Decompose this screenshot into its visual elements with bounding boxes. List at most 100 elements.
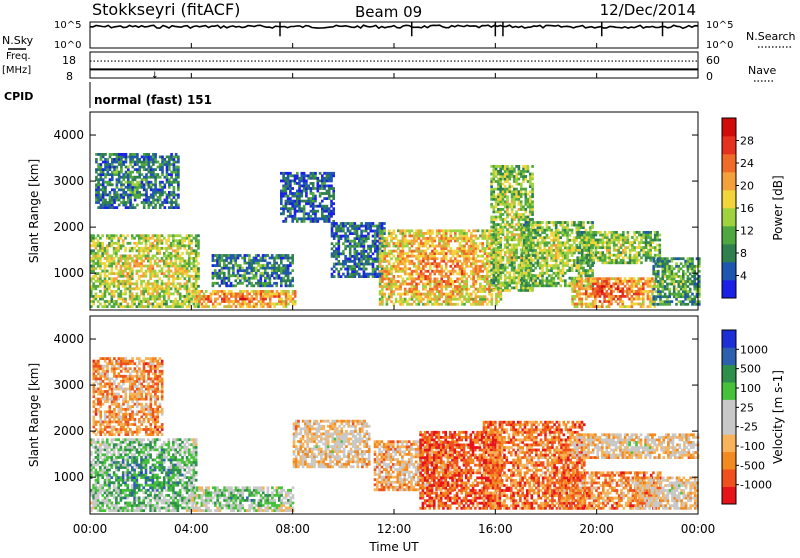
heatmap-cell xyxy=(257,284,260,287)
heatmap-cell xyxy=(149,265,152,268)
heatmap-cell xyxy=(145,239,148,242)
heatmap-cell xyxy=(197,252,200,255)
heatmap-cell xyxy=(287,172,290,175)
heatmap-cell xyxy=(427,275,430,278)
heatmap-cell xyxy=(447,280,450,283)
heatmap-cell xyxy=(181,265,184,268)
heatmap-cell xyxy=(459,278,462,281)
heatmap-cell xyxy=(383,229,386,232)
heatmap-cell xyxy=(264,290,267,293)
heatmap-cell xyxy=(415,240,418,243)
heatmap-cell xyxy=(422,288,425,291)
heatmap-cell xyxy=(136,234,139,237)
heatmap-cell xyxy=(397,275,400,278)
heatmap-cell xyxy=(113,188,116,191)
heatmap-cell xyxy=(154,255,157,258)
heatmap-cell xyxy=(461,280,464,283)
heatmap-cell xyxy=(402,257,405,260)
freq-label-line2: [MHz] xyxy=(2,65,31,76)
heatmap-cell xyxy=(335,230,338,233)
heatmap-cell xyxy=(381,257,384,260)
heatmap-cell xyxy=(246,269,249,272)
heatmap-cell xyxy=(314,174,317,177)
heatmap-cell xyxy=(497,185,500,188)
heatmap-cell xyxy=(360,245,363,248)
heatmap-cell xyxy=(161,285,164,288)
heatmap-cell xyxy=(97,272,100,275)
heatmap-cell xyxy=(470,293,473,296)
station-title: Stokkseyri (fitACF) xyxy=(92,0,240,19)
heatmap-cell xyxy=(340,275,343,278)
heatmap-cell xyxy=(393,229,396,232)
heatmap-cell xyxy=(170,242,173,245)
heatmap-cell xyxy=(497,193,500,196)
heatmap-cell xyxy=(145,234,148,237)
heatmap-cell xyxy=(232,295,235,298)
heatmap-cell xyxy=(509,185,512,188)
heatmap-cell xyxy=(528,277,531,280)
heatmap-cell xyxy=(541,282,544,285)
heatmap-cell xyxy=(186,272,189,275)
heatmap-cell xyxy=(386,275,389,278)
heatmap-cell xyxy=(100,194,103,197)
heatmap-cell xyxy=(562,229,565,232)
heatmap-cell xyxy=(109,194,112,197)
heatmap-cell xyxy=(190,275,193,278)
heatmap-cell xyxy=(550,244,553,247)
heatmap-cell xyxy=(468,288,471,291)
heatmap-cell xyxy=(260,259,263,262)
heatmap-cell xyxy=(190,247,193,250)
heatmap-cell xyxy=(468,293,471,296)
heatmap-cell xyxy=(145,300,148,303)
heatmap-cell xyxy=(399,240,402,243)
heatmap-cell xyxy=(445,285,448,288)
heatmap-cell xyxy=(383,257,386,260)
heatmap-cell xyxy=(363,225,366,228)
heatmap-cell xyxy=(134,161,137,164)
heatmap-cell xyxy=(285,293,288,296)
heatmap-cell xyxy=(431,232,434,235)
heatmap-cell xyxy=(525,264,528,267)
heatmap-cell xyxy=(335,222,338,225)
heatmap-cell xyxy=(282,272,285,275)
heatmap-cell xyxy=(134,183,137,186)
heatmap-cell xyxy=(198,295,201,298)
heatmap-cell xyxy=(221,267,224,270)
heatmap-cell xyxy=(97,255,100,258)
heatmap-cell xyxy=(145,156,148,159)
heatmap-cell xyxy=(557,249,560,252)
heatmap-cell xyxy=(360,268,363,271)
heatmap-cell xyxy=(170,262,173,265)
heatmap-cell xyxy=(129,265,132,268)
heatmap-cell xyxy=(397,240,400,243)
heatmap-cell xyxy=(143,186,146,189)
heatmap-cell xyxy=(310,217,313,220)
heatmap-cell xyxy=(450,278,453,281)
beam-title: Beam 09 xyxy=(355,3,422,21)
heatmap-cell xyxy=(143,194,146,197)
heatmap-cell xyxy=(530,277,533,280)
heatmap-cell xyxy=(321,187,324,190)
heatmap-cell xyxy=(388,295,391,298)
heatmap-cell xyxy=(230,295,233,298)
heatmap-cell xyxy=(349,265,352,268)
heatmap-cell xyxy=(566,226,569,229)
heatmap-cell xyxy=(260,284,263,287)
heatmap-cell xyxy=(303,187,306,190)
heatmap-cell xyxy=(104,282,107,285)
heatmap-cell xyxy=(131,275,134,278)
heatmap-cell xyxy=(429,278,432,281)
heatmap-cell xyxy=(465,255,468,258)
heatmap-cell xyxy=(522,180,525,183)
heatmap-cell xyxy=(124,237,127,240)
heatmap-cell xyxy=(99,247,102,250)
heatmap-cell xyxy=(354,247,357,250)
heatmap-cell xyxy=(379,260,382,263)
heatmap-cell xyxy=(122,265,125,268)
heatmap-cell xyxy=(504,178,507,181)
heatmap-cell xyxy=(175,199,178,202)
heatmap-cell xyxy=(559,247,562,250)
heatmap-cell xyxy=(388,278,391,281)
heatmap-cell xyxy=(539,236,542,239)
heatmap-cell xyxy=(459,237,462,240)
